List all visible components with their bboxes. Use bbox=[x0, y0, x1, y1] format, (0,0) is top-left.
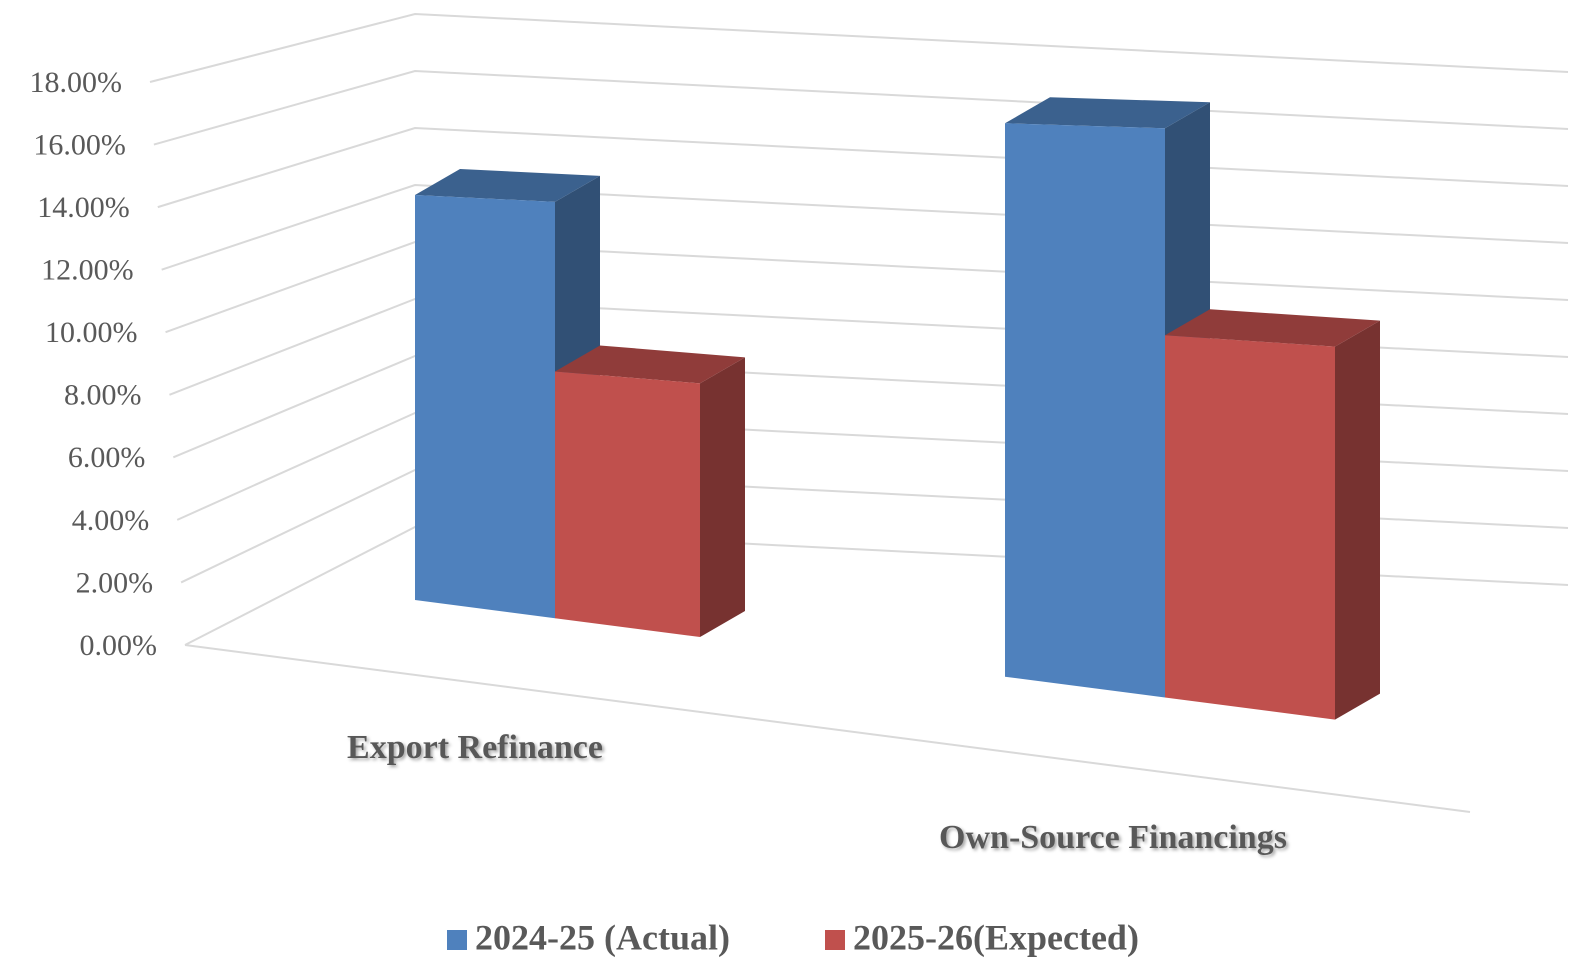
legend-label: 2025-26(Expected) bbox=[853, 917, 1139, 957]
bar bbox=[555, 371, 700, 638]
bar bbox=[1165, 335, 1335, 720]
bar-top bbox=[415, 169, 600, 202]
grid-line bbox=[149, 12, 1569, 83]
y-tick-label: 4.00% bbox=[72, 504, 150, 537]
grid-line bbox=[157, 126, 1569, 209]
y-tick-label: 0.00% bbox=[80, 629, 158, 662]
bar-top bbox=[555, 345, 745, 384]
bar bbox=[1005, 123, 1165, 698]
grid-line bbox=[165, 240, 1569, 334]
bar-top bbox=[1005, 97, 1210, 129]
y-tick-label: 8.00% bbox=[64, 379, 142, 412]
y-tick-label: 12.00% bbox=[41, 254, 134, 287]
floor-edge bbox=[184, 644, 1471, 813]
y-tick-label: 16.00% bbox=[33, 128, 126, 161]
y-tick-label: 18.00% bbox=[30, 66, 123, 99]
labels: 0.00% 2.00% 4.00% 6.00% 8.00% 10.00% 12.00% 14.… bbox=[30, 66, 1287, 957]
y-tick-label: 14.00% bbox=[37, 191, 130, 224]
bar-top bbox=[1165, 309, 1380, 347]
x-tick-label: Own-Source Financings bbox=[939, 819, 1287, 856]
legend-label: 2024-25 (Actual) bbox=[475, 917, 730, 957]
bar bbox=[415, 195, 555, 619]
bar-side bbox=[700, 357, 745, 638]
x-tick-label: Export Refinance bbox=[347, 729, 603, 766]
y-tick-label: 6.00% bbox=[68, 441, 146, 474]
legend-swatch bbox=[447, 930, 467, 950]
y-tick-label: 2.00% bbox=[76, 566, 154, 599]
y-tick-label: 10.00% bbox=[45, 316, 138, 349]
legend-swatch bbox=[825, 930, 845, 950]
grid-line bbox=[153, 69, 1569, 146]
bars bbox=[415, 97, 1380, 720]
bar-side bbox=[1335, 320, 1380, 720]
